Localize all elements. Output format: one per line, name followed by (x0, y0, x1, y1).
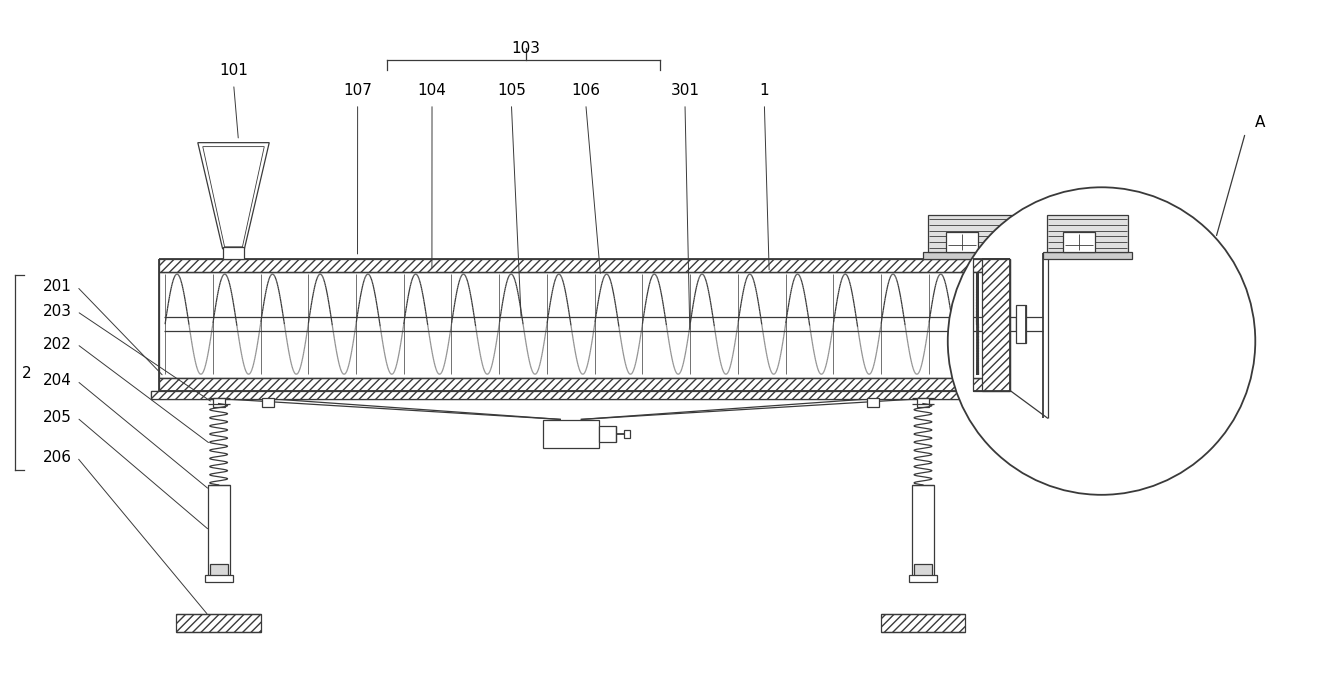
Bar (868, 397, 880, 406)
Bar (223, 247, 244, 259)
Bar (915, 564, 932, 576)
Bar (160, 259, 983, 271)
Text: 206: 206 (43, 450, 71, 465)
Bar (152, 390, 1018, 399)
Text: 106: 106 (571, 83, 601, 97)
Bar (1022, 230, 1027, 244)
Bar (160, 271, 983, 378)
Bar (945, 232, 978, 252)
Bar (543, 420, 598, 448)
Text: A: A (1255, 116, 1266, 130)
Bar (1047, 215, 1128, 252)
Text: 204: 204 (43, 373, 71, 388)
Bar (912, 485, 933, 576)
Polygon shape (202, 147, 264, 247)
Text: 104: 104 (417, 83, 447, 97)
Bar (972, 271, 1010, 378)
Text: 1: 1 (759, 83, 768, 97)
Circle shape (948, 187, 1255, 495)
Text: 107: 107 (343, 83, 371, 97)
Bar (1016, 306, 1026, 343)
Bar (909, 575, 937, 582)
Bar (983, 259, 1010, 390)
Polygon shape (198, 143, 270, 248)
Bar (160, 378, 983, 390)
Bar (177, 614, 260, 632)
Text: 203: 203 (43, 303, 71, 319)
Bar (1038, 302, 1051, 346)
Bar (152, 390, 1018, 399)
Bar (209, 564, 228, 576)
Bar (917, 397, 929, 406)
Bar (205, 575, 232, 582)
Bar (1043, 252, 1132, 259)
Bar (208, 485, 229, 576)
Text: 103: 103 (512, 41, 540, 56)
Bar (1063, 232, 1094, 252)
Bar (972, 378, 1010, 390)
Text: 202: 202 (43, 337, 71, 351)
Bar (1016, 306, 1026, 343)
Bar (923, 252, 1018, 259)
Bar (983, 259, 1010, 390)
Bar (263, 397, 274, 406)
Text: 2: 2 (23, 366, 32, 381)
Bar (928, 215, 1012, 252)
Text: 201: 201 (43, 279, 71, 294)
Bar (598, 427, 617, 442)
Bar (972, 259, 1010, 271)
Text: 101: 101 (219, 63, 248, 78)
Text: 205: 205 (43, 410, 71, 425)
Text: 105: 105 (498, 83, 526, 97)
Bar (625, 430, 630, 438)
Text: 301: 301 (670, 83, 700, 97)
Bar (881, 614, 966, 632)
Bar (213, 397, 224, 406)
